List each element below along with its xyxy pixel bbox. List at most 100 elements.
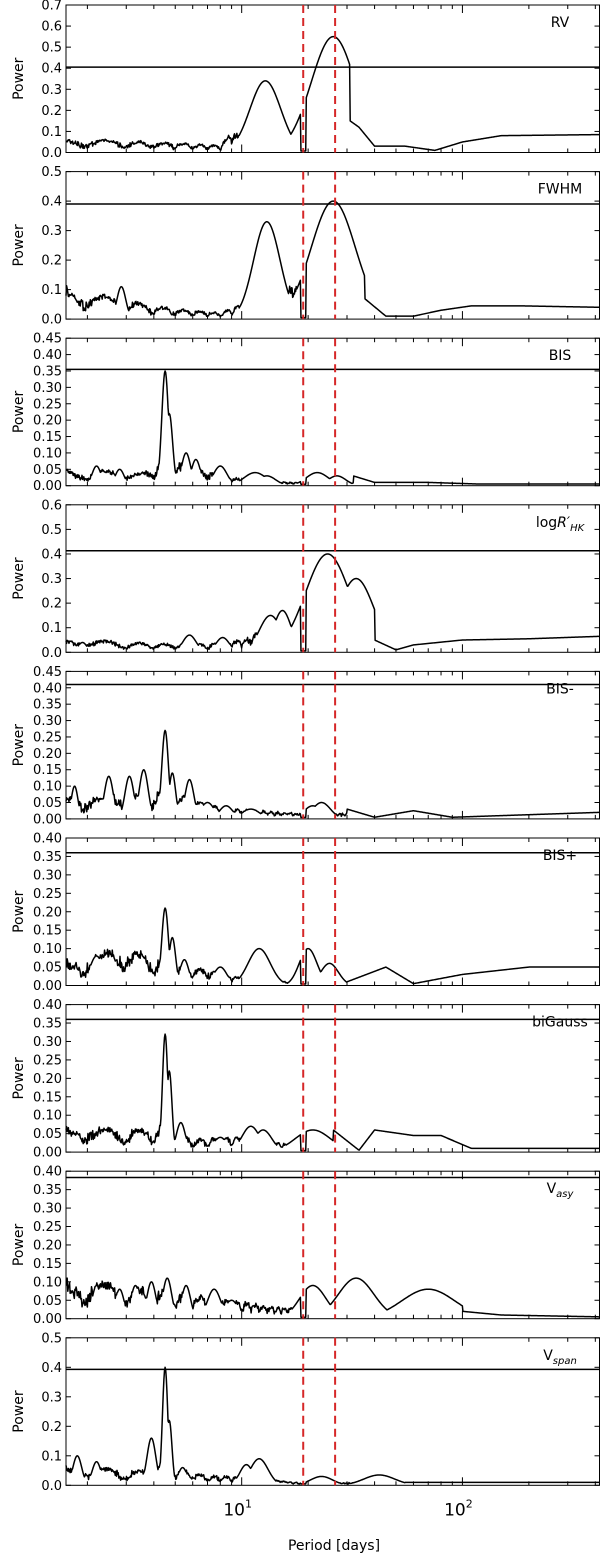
y-tick-label: 0.05 [33,1127,62,1142]
panel-frame [65,1004,600,1153]
y-tick-label: 0.0 [41,1479,62,1494]
y-axis-label: Power [11,1057,27,1100]
y-tick-label: 0.4 [41,547,62,562]
periodogram-line [65,729,600,819]
y-tick-label: 0.20 [33,1238,62,1253]
panel-label: biGauss [532,1015,588,1031]
y-tick-label: 0.15 [33,1090,62,1105]
y-tick-label: 0.40 [33,348,62,363]
panel-4: 0.0 0.1 0.2 0.3 0.4 0.5 0.6 Power logR′HK [11,498,600,661]
y-tick-label: 0.15 [33,430,62,445]
panel-frame [65,4,600,153]
y-tick-label: 0.05 [33,961,62,976]
y-tick-label: 0.3 [41,1390,62,1405]
y-tick-label: 0.2 [41,254,62,269]
y-tick-label: 0.30 [33,714,62,729]
panel-5: 0.000.050.10 0.150.20 0.250.300.35 0.400.45… [11,665,600,827]
periodogram-line [65,370,600,485]
panel-label: BIS+ [543,848,577,864]
panel-label: Vspan [543,1348,577,1367]
y-tick-label: 0.40 [33,832,62,847]
y-tick-label: 0.05 [33,1294,62,1309]
y-tick-label: 0.4 [41,62,62,77]
periodogram-line [65,907,600,985]
y-tick-label: 0.5 [41,1331,62,1346]
y-tick-label: 0.5 [41,41,62,56]
y-tick-label: 0.10 [33,1275,62,1290]
y-tick-label: 0.35 [33,698,62,713]
y-tick-label: 0.10 [33,780,62,795]
y-tick-label: 0.0 [41,146,62,161]
y-tick-label: 0.40 [33,998,62,1013]
y-tick-label: 0.00 [33,479,62,494]
panel-frame [65,171,600,320]
y-tick-label: 0.05 [33,796,62,811]
y-tick-label: 0.20 [33,1072,62,1087]
y-tick-label: 0.4 [41,195,62,210]
panel-label: logR′HK [536,515,586,534]
y-tick-label: 0.35 [33,364,62,379]
y-tick-label: 0.15 [33,924,62,939]
y-tick-label: 0.6 [41,20,62,35]
y-tick-label: 0.00 [33,1146,62,1161]
panel-label: BIS- [546,681,574,697]
y-tick-label: 0.0 [41,313,62,328]
panel-2: 0.0 0.1 0.2 0.3 0.4 0.5 Power FWHM [11,165,600,328]
y-tick-label: 0.7 [41,0,62,14]
periodogram-line [65,35,600,152]
panel-frame [65,504,600,653]
y-tick-label: 0.35 [33,850,62,865]
y-tick-label: 0.10 [33,1109,62,1124]
y-axis-label: Power [11,724,27,767]
panels-group: 0.0 0.1 0.2 0.3 0.4 0.5 0.6 0.7 Power RV 0.0 0.1 0.2… [11,0,600,1494]
y-tick-label: 0.25 [33,1053,62,1068]
periodogram-line [65,1366,600,1485]
y-tick-label: 0.1 [41,125,62,140]
y-tick-label: 0.00 [33,1312,62,1327]
y-tick-label: 0.25 [33,397,62,412]
y-tick-label: 0.2 [41,104,62,119]
y-tick-label: 0.6 [41,498,62,513]
x-axis: 101 102 [223,1497,472,1520]
y-tick-label: 0.20 [33,414,62,429]
y-axis-label: Power [11,1224,27,1267]
y-tick-label: 0.4 [41,1361,62,1376]
y-tick-label: 0.20 [33,905,62,920]
y-tick-label: 0.30 [33,1202,62,1217]
panel-frame [65,837,600,986]
y-tick-label: 0.05 [33,463,62,478]
y-tick-label: 0.00 [33,979,62,994]
y-tick-label: 0.3 [41,224,62,239]
periodogram-line [65,553,600,652]
y-tick-label: 0.10 [33,942,62,957]
y-tick-label: 0.10 [33,446,62,461]
y-tick-label: 0.25 [33,887,62,902]
y-axis-label: Power [11,557,27,600]
y-tick-label: 0.3 [41,83,62,98]
panel-3: 0.000.05 0.100.150.20 0.250.30 0.350.400.45… [11,332,600,494]
y-tick-label: 0.25 [33,730,62,745]
y-tick-label: 0.40 [33,1165,62,1180]
y-tick-label: 0.35 [33,1017,62,1032]
y-tick-label: 0.35 [33,1183,62,1198]
y-tick-label: 0.5 [41,165,62,180]
x-tick-label: 102 [444,1497,473,1520]
panel-frame [65,337,600,487]
y-tick-label: 0.5 [41,523,62,538]
y-tick-label: 0.20 [33,747,62,762]
panel-1: 0.0 0.1 0.2 0.3 0.4 0.5 0.6 0.7 Power RV [11,0,600,161]
y-tick-label: 0.15 [33,763,62,778]
y-axis-label: Power [11,57,27,100]
panel-frame [65,670,600,820]
y-tick-label: 0.1 [41,621,62,636]
y-axis-label: Power [11,1390,27,1433]
y-tick-label: 0.15 [33,1257,62,1272]
panel-frame [65,1337,600,1486]
x-tick-label: 101 [223,1497,252,1520]
y-tick-label: 0.25 [33,1220,62,1235]
y-tick-label: 0.45 [33,665,62,680]
y-tick-label: 0.45 [33,332,62,347]
panel-label: Vasy [547,1181,575,1200]
y-tick-label: 0.1 [41,1449,62,1464]
